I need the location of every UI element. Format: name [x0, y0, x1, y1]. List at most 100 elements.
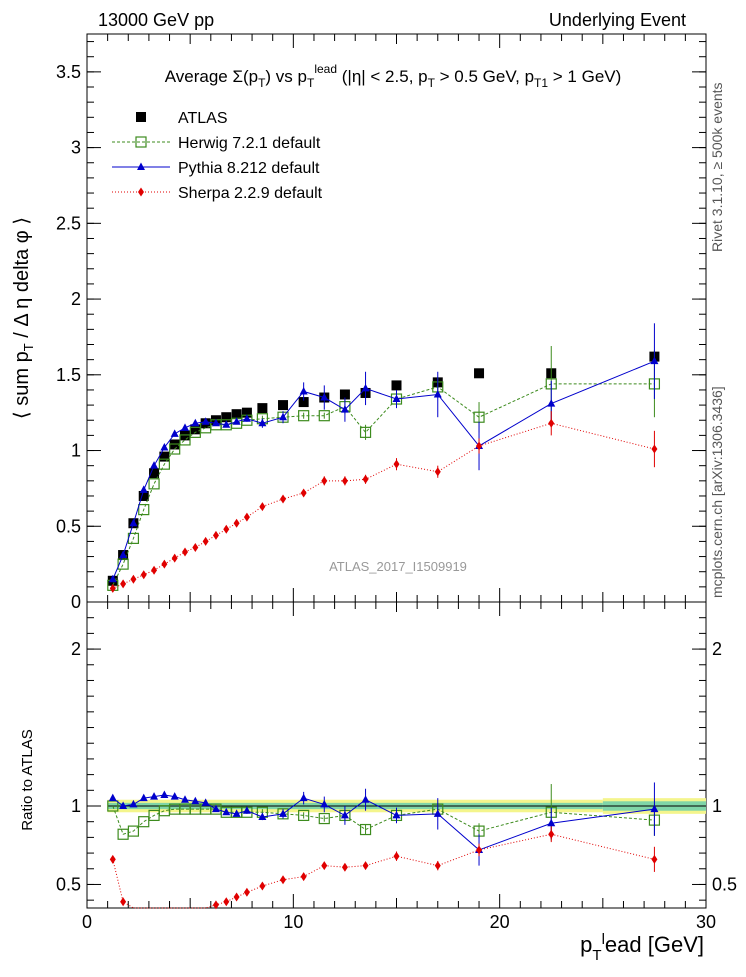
- ratio-panel: Ratio to ATLAS 0.5 0.51 12 20 10 20 30 pTlead …: [19, 601, 737, 964]
- y-tick-label: 1: [71, 796, 81, 816]
- data-point: [241, 407, 252, 418]
- data-point: [277, 808, 289, 820]
- data-point: [339, 389, 350, 400]
- data-point: [170, 429, 179, 437]
- rivet-version-label: Rivet 3.1.10, ≥ 500k events: [709, 82, 725, 252]
- data-point: [151, 565, 158, 575]
- data-point: [232, 809, 241, 817]
- data-point: [149, 468, 160, 479]
- data-point: [299, 386, 308, 395]
- main-panel: Average Σ(pT) vs pTlead (|η| < 2.5, pT >…: [11, 33, 707, 612]
- data-point: [280, 875, 287, 885]
- data-point: [547, 399, 556, 407]
- data-point: [298, 809, 310, 822]
- data-point: [651, 854, 658, 864]
- data-point: [139, 793, 148, 802]
- series-herwig: [107, 346, 661, 591]
- y-tick-label: 1.5: [56, 365, 81, 385]
- y-tick-label: 1: [71, 441, 81, 461]
- x-axis-label: pTlead [GeV]: [580, 931, 704, 964]
- data-point: [321, 861, 328, 871]
- y-tick-label-right: 0.5: [712, 874, 737, 894]
- data-point: [127, 825, 140, 837]
- series-line: [112, 383, 655, 586]
- data-point: [130, 574, 137, 584]
- data-point: [434, 861, 441, 871]
- x-tick-label: 20: [490, 912, 510, 932]
- legend-label: Sherpa 2.2.9 default: [178, 185, 323, 202]
- data-point: [318, 410, 330, 422]
- y-tick-label: 0: [71, 592, 81, 612]
- y-tick-label-right: 1: [712, 796, 722, 816]
- data-point: [211, 418, 220, 427]
- data-point: [119, 550, 128, 559]
- series-sherpa: [109, 826, 658, 910]
- data-point: [279, 412, 288, 421]
- y-tick-label: 2.5: [56, 213, 81, 233]
- x-tick-label: 30: [696, 912, 716, 932]
- data-point: [139, 485, 148, 493]
- data-point: [548, 829, 555, 839]
- legend-marker: [136, 112, 146, 122]
- data-point: [340, 405, 349, 413]
- x-tick-label: 0: [82, 912, 92, 932]
- data-point: [300, 488, 307, 498]
- data-point: [392, 394, 401, 403]
- data-point: [138, 504, 150, 516]
- series-pythia: [108, 782, 659, 866]
- data-point: [233, 892, 240, 902]
- ratio-y-axis-label: Ratio to ATLAS: [19, 729, 36, 830]
- main-y-axis-label: ⟨ sum pT / Δ η delta φ ⟩: [11, 217, 36, 419]
- legend-marker: [137, 162, 145, 170]
- data-point: [341, 862, 348, 872]
- data-point: [476, 441, 483, 451]
- data-point: [129, 518, 138, 527]
- data-point: [129, 799, 138, 808]
- series-atlas: [107, 350, 660, 586]
- data-point: [117, 558, 129, 570]
- ratio-uncertainty-band: [107, 798, 706, 814]
- legend-label: ATLAS: [178, 110, 228, 127]
- legend-item: Pythia 8.212 default: [112, 160, 320, 177]
- data-point: [651, 444, 658, 454]
- data-point: [242, 806, 251, 814]
- data-point: [232, 417, 241, 425]
- main-series-group: [107, 323, 661, 593]
- data-point: [548, 418, 555, 428]
- data-point: [148, 478, 160, 490]
- data-point: [158, 458, 170, 470]
- y-tick-label: 3: [71, 138, 81, 158]
- data-point: [280, 494, 287, 504]
- data-point: [321, 476, 328, 486]
- main-plot-title: Average Σ(pT) vs pTlead (|η| < 2.5, pT >…: [165, 62, 622, 90]
- data-point: [259, 502, 266, 512]
- data-point: [191, 418, 200, 427]
- data-point: [298, 410, 310, 422]
- data-point: [476, 845, 483, 855]
- data-point: [434, 467, 441, 477]
- data-point: [150, 461, 159, 469]
- y-tick-label: 2: [71, 289, 81, 309]
- data-point: [138, 490, 149, 501]
- data-point: [650, 804, 659, 813]
- data-point: [109, 583, 116, 593]
- data-point: [140, 570, 147, 580]
- data-point: [221, 412, 232, 423]
- data-point: [242, 414, 251, 422]
- header-right-label: Underlying Event: [549, 10, 686, 30]
- data-point: [109, 854, 116, 864]
- data-point: [181, 795, 190, 803]
- data-point: [298, 397, 309, 408]
- ratio-series-group: [107, 782, 661, 910]
- data-point: [258, 418, 267, 427]
- legend-item: Herwig 7.2.1 default: [112, 135, 321, 152]
- data-point: [243, 887, 250, 897]
- data-point: [120, 579, 127, 589]
- data-point: [222, 420, 231, 428]
- data-point: [650, 356, 659, 365]
- data-point: [361, 795, 370, 803]
- data-point: [138, 816, 150, 828]
- series-pythia: [108, 323, 659, 583]
- data-point: [258, 812, 267, 820]
